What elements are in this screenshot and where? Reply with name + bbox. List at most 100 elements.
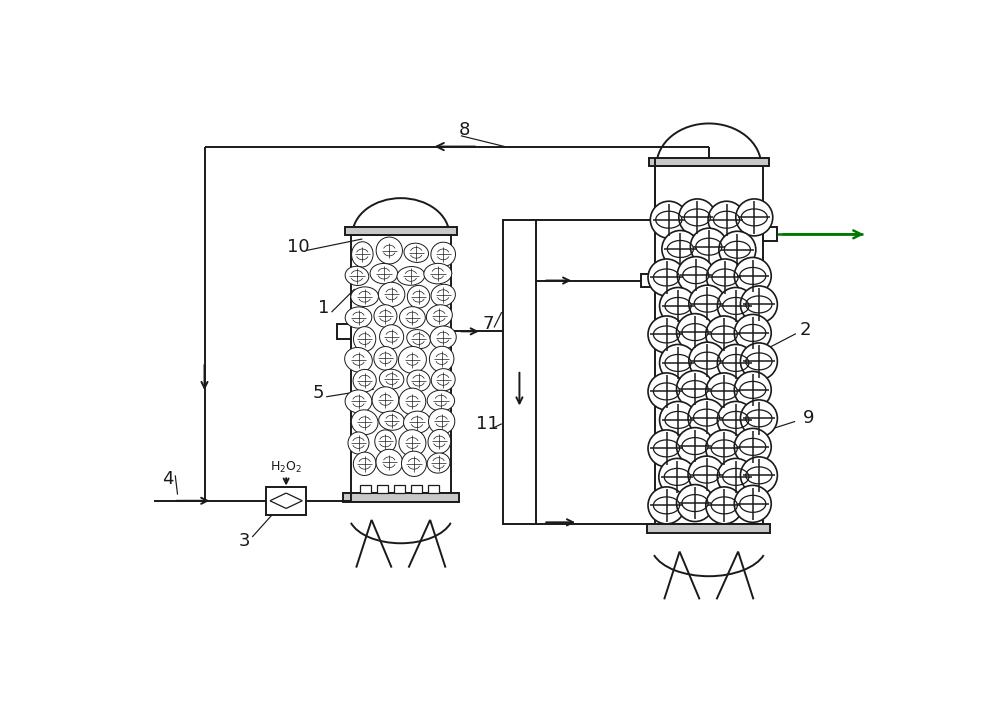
Bar	[351, 235, 451, 493]
Text: 8: 8	[459, 120, 470, 139]
Ellipse shape	[399, 430, 426, 457]
Ellipse shape	[426, 304, 452, 327]
Ellipse shape	[399, 388, 426, 415]
Ellipse shape	[376, 237, 402, 264]
Ellipse shape	[374, 304, 397, 327]
Bar	[647, 524, 770, 533]
Circle shape	[706, 316, 743, 353]
Bar	[337, 324, 351, 339]
Circle shape	[740, 286, 777, 323]
Ellipse shape	[431, 242, 456, 266]
Circle shape	[650, 201, 687, 238]
Circle shape	[734, 486, 771, 523]
Text: 1: 1	[318, 299, 330, 317]
Circle shape	[740, 457, 777, 494]
Circle shape	[717, 401, 754, 438]
Text: 7: 7	[482, 314, 494, 333]
Ellipse shape	[398, 346, 426, 373]
Ellipse shape	[351, 287, 378, 307]
Ellipse shape	[345, 390, 372, 413]
Ellipse shape	[424, 263, 452, 284]
Ellipse shape	[372, 387, 399, 413]
Ellipse shape	[430, 326, 456, 349]
Circle shape	[740, 400, 777, 437]
Ellipse shape	[376, 450, 403, 475]
Circle shape	[706, 373, 743, 410]
Circle shape	[719, 232, 756, 268]
Circle shape	[677, 314, 713, 350]
Ellipse shape	[404, 411, 430, 433]
Bar	[649, 158, 769, 166]
Circle shape	[689, 285, 726, 322]
Text: H$_2$O$_2$: H$_2$O$_2$	[270, 460, 302, 475]
Ellipse shape	[407, 285, 430, 308]
Ellipse shape	[431, 369, 455, 391]
Circle shape	[717, 458, 754, 496]
Circle shape	[734, 258, 771, 295]
Ellipse shape	[345, 307, 372, 328]
Circle shape	[736, 199, 773, 236]
Ellipse shape	[379, 370, 404, 389]
Circle shape	[740, 343, 777, 380]
Text: 3: 3	[239, 532, 250, 550]
Circle shape	[648, 487, 685, 524]
Circle shape	[648, 259, 685, 296]
Ellipse shape	[407, 370, 430, 392]
Circle shape	[677, 484, 713, 522]
Bar	[641, 273, 655, 287]
Ellipse shape	[397, 266, 425, 285]
Circle shape	[648, 430, 685, 467]
Circle shape	[660, 401, 697, 438]
Circle shape	[689, 342, 726, 379]
Circle shape	[706, 487, 743, 524]
Ellipse shape	[380, 325, 404, 349]
Circle shape	[706, 430, 743, 467]
Circle shape	[707, 259, 744, 296]
Circle shape	[677, 257, 714, 294]
Ellipse shape	[431, 285, 455, 306]
Circle shape	[717, 287, 754, 324]
Text: 10: 10	[287, 238, 310, 256]
Ellipse shape	[427, 390, 455, 411]
Ellipse shape	[351, 410, 378, 435]
Ellipse shape	[374, 346, 397, 370]
Ellipse shape	[375, 430, 396, 453]
Circle shape	[660, 345, 697, 382]
Ellipse shape	[354, 326, 376, 351]
Ellipse shape	[353, 452, 376, 476]
Bar	[266, 487, 306, 515]
Bar	[428, 486, 439, 493]
Bar	[345, 227, 457, 235]
Circle shape	[708, 201, 745, 238]
Ellipse shape	[378, 282, 405, 307]
Bar	[360, 486, 371, 493]
Bar	[411, 486, 422, 493]
Circle shape	[734, 314, 771, 351]
Ellipse shape	[428, 430, 451, 454]
Circle shape	[660, 287, 697, 324]
Ellipse shape	[379, 411, 404, 430]
Ellipse shape	[348, 432, 369, 454]
Text: 5: 5	[313, 384, 324, 402]
Bar	[655, 166, 763, 524]
Bar	[343, 493, 459, 502]
Ellipse shape	[427, 453, 450, 473]
Circle shape	[679, 199, 716, 236]
Ellipse shape	[401, 451, 426, 476]
Bar	[763, 227, 777, 241]
Circle shape	[734, 428, 771, 465]
Circle shape	[677, 428, 713, 464]
Ellipse shape	[407, 329, 430, 348]
Circle shape	[648, 316, 685, 353]
Circle shape	[717, 345, 754, 382]
Circle shape	[648, 373, 685, 410]
Circle shape	[734, 372, 771, 409]
Bar	[377, 486, 388, 493]
Bar	[394, 486, 405, 493]
Text: 2: 2	[799, 321, 811, 339]
Ellipse shape	[345, 266, 369, 285]
Ellipse shape	[370, 263, 398, 284]
Circle shape	[688, 456, 725, 493]
Text: 11: 11	[476, 415, 499, 433]
Circle shape	[677, 370, 713, 408]
